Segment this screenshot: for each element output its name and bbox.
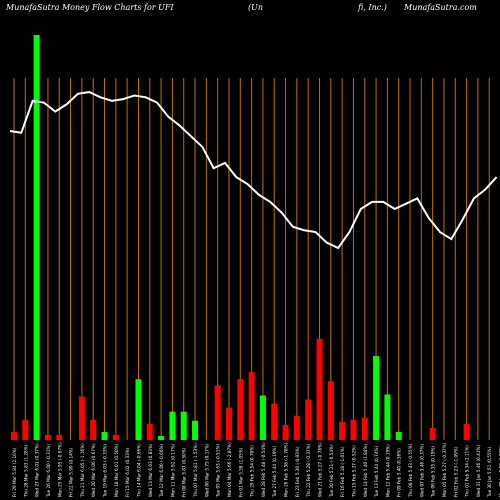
x-tick-label-43: Mon 29 Jan 5.58 (1.02%) xyxy=(499,445,500,497)
x-tick-label-35: Thu 08 Feb 5.43 (-0.55%) xyxy=(408,443,413,498)
red-volume-bar-31 xyxy=(361,417,368,440)
green-volume-bar-33 xyxy=(384,394,391,440)
x-tick-label-11: Thu 14 Mar 6.04 (-0.66%) xyxy=(136,443,141,498)
x-tick-label-39: Fri 02 Feb 5.23 (-1.09%) xyxy=(453,446,458,497)
x-tick-label-9: Mon 18 Mar 6.01 (0.50%) xyxy=(114,443,119,497)
x-tick-label-12: Wed 13 Mar 6.03 (0.83%) xyxy=(148,443,153,497)
red-volume-bar-23 xyxy=(271,403,278,440)
x-tick-label-14: Mon 11 Mar 5.92 (0.17%) xyxy=(170,443,175,497)
x-tick-label-24: Mon 26 Feb 5.38 (-1.78%) xyxy=(284,442,289,497)
green-volume-bar-2 xyxy=(33,35,40,440)
green-volume-bar-14 xyxy=(169,411,176,440)
x-tick-label-30: Thu 15 Feb 5.27 (0.52%) xyxy=(351,445,356,498)
red-volume-bar-1 xyxy=(22,419,29,440)
x-tick-label-5: Fri 22 Mar 5.99 (0.14%) xyxy=(69,447,74,497)
red-volume-bar-26 xyxy=(305,399,312,440)
x-tick-label-31: Wed 14 Feb 5.40 (1.84%) xyxy=(363,444,368,497)
red-volume-bar-37 xyxy=(429,427,436,440)
red-volume-bar-7 xyxy=(90,419,97,440)
green-volume-bar-34 xyxy=(395,431,402,440)
x-tick-label-4: Mon 25 Mar 5.95 (-0.67%) xyxy=(57,442,62,497)
x-tick-label-23: Tue 27 Feb 5.44 (0.19%) xyxy=(272,446,277,498)
x-tick-label-34: Fri 09 Feb 5.40 (0.56%) xyxy=(397,448,402,497)
x-tick-label-25: Fri 23 Feb 5.30 (-0.93%) xyxy=(295,446,300,497)
x-tick-label-37: Tue 06 Feb 5.35 (0.19%) xyxy=(431,446,436,498)
x-tick-label-16: Thu 07 Mar 5.81 (-1.53%) xyxy=(193,443,198,498)
x-tick-label-0: Fri 29 Mar 5.84 (2.16%) xyxy=(12,447,17,497)
green-volume-bar-15 xyxy=(180,411,187,440)
green-volume-bar-13 xyxy=(158,435,165,440)
red-volume-bar-9 xyxy=(112,434,119,440)
green-volume-bar-11 xyxy=(135,379,142,440)
red-volume-bar-4 xyxy=(56,434,63,440)
x-tick-label-29: Fri 16 Feb 5.18 (-1.01%) xyxy=(340,446,345,497)
x-tick-label-26: Thu 22 Feb 5.28 (-0.37%) xyxy=(306,443,311,498)
red-volume-bar-29 xyxy=(339,421,346,440)
x-tick-label-10: Fri 15 Mar 6.02 (0.33%) xyxy=(125,447,130,497)
red-volume-bar-12 xyxy=(146,423,153,440)
x-tick-label-8: Tue 19 Mar 6.03 (-0.33%) xyxy=(103,444,108,498)
x-tick-label-20: Fri 01 Mar 5.58 (1.05%) xyxy=(238,447,243,497)
x-tick-label-19: Mon 04 Mar 5.66 (-2.87%) xyxy=(227,442,232,497)
x-tick-label-21: Thu 29 Feb 5.54 (0.78%) xyxy=(250,445,255,498)
red-volume-bar-24 xyxy=(282,424,289,440)
chart-title-center-a: (Un xyxy=(248,3,264,12)
red-volume-bar-27 xyxy=(316,338,323,440)
red-volume-bar-40 xyxy=(463,423,470,440)
red-volume-bar-18 xyxy=(214,385,221,440)
x-tick-label-3: Tue 26 Mar 6.00 (-0.31%) xyxy=(46,444,51,498)
red-volume-bar-20 xyxy=(237,379,244,440)
x-tick-label-40: Thu 01 Feb 5.34 (2.11%) xyxy=(465,445,470,498)
red-volume-bar-21 xyxy=(248,372,255,440)
x-tick-label-18: Tue 05 Mar 5.63 (-0.51%) xyxy=(216,444,221,498)
x-tick-label-42: Tue 30 Jan 5.51 (0.55%) xyxy=(487,446,492,498)
chart-title-left: MunafaSutra Money Flow Charts for UFI xyxy=(6,3,174,12)
x-tick-label-7: Wed 20 Mar 6.06 (0.67%) xyxy=(91,443,96,497)
x-tick-label-1: Thu 28 Mar 5.83 (1.28%) xyxy=(23,444,28,498)
x-tick-label-17: Wed 06 Mar 5.75 (0.17%) xyxy=(204,443,209,497)
x-tick-label-6: Thu 21 Mar 6.05 (-1.16%) xyxy=(80,443,85,498)
green-volume-bar-32 xyxy=(373,355,380,440)
x-tick-label-38: Mon 05 Feb 5.27 (-0.37%) xyxy=(442,442,447,497)
x-tick-label-27: Wed 21 Feb 5.27 (-0.78%) xyxy=(318,442,323,497)
x-tick-label-28: Tue 20 Feb 5.21 (-0.54%) xyxy=(329,444,334,498)
x-tick-label-36: Wed 07 Feb 5.46 (0.37%) xyxy=(419,444,424,497)
red-volume-bar-19 xyxy=(225,407,232,440)
x-tick-label-33: Mon 12 Feb 5.44 (0.19%) xyxy=(385,444,390,497)
green-volume-bar-16 xyxy=(192,420,199,440)
red-volume-bar-6 xyxy=(78,396,85,440)
red-volume-bar-28 xyxy=(327,381,334,440)
x-tick-label-2: Wed 27 Mar 6.01 (0.37%) xyxy=(35,443,40,497)
green-volume-bar-22 xyxy=(259,395,266,440)
red-volume-bar-0 xyxy=(11,431,17,440)
red-volume-bar-30 xyxy=(350,419,357,440)
x-tick-label-22: Wed 28 Feb 5.48 (-0.54%) xyxy=(261,442,266,497)
x-tick-label-32: Tue 13 Feb 5.44 (0.74%) xyxy=(374,446,379,498)
price-line xyxy=(9,90,498,250)
x-tick-label-41: Wed 31 Jan 5.46 (0.41%) xyxy=(476,445,481,497)
chart-title-center-b: fi, Inc.) xyxy=(358,3,387,12)
chart-title-right: MunafaSutra.com xyxy=(404,3,477,12)
green-volume-bar-8 xyxy=(101,431,108,440)
red-volume-bar-25 xyxy=(293,415,300,440)
x-tick-label-15: Fri 08 Mar 5.87 (0.50%) xyxy=(182,447,187,497)
x-tick-label-13: Tue 12 Mar 6.00 (-0.66%) xyxy=(159,444,164,498)
red-volume-bar-3 xyxy=(44,434,51,440)
